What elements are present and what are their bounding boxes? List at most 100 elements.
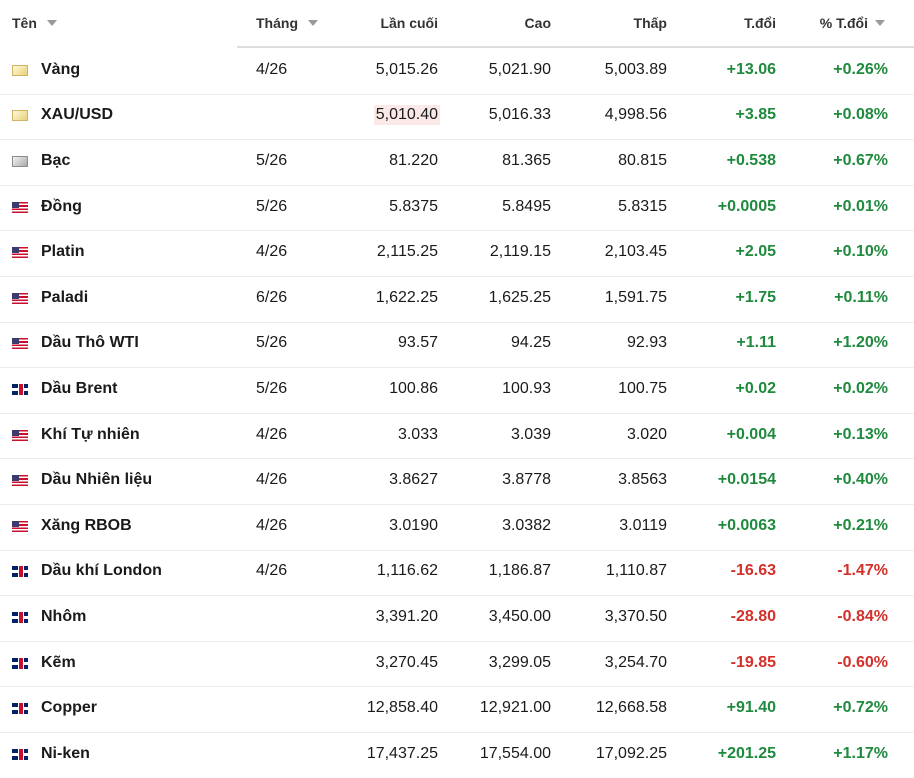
instrument-name[interactable]: Khí Tự nhiên xyxy=(41,425,140,443)
instrument-name[interactable]: Dầu Nhiên liệu xyxy=(41,471,153,489)
row-separator xyxy=(0,367,914,369)
cell-value: 4/26 xyxy=(256,562,288,580)
instrument-name[interactable]: Copper xyxy=(41,699,97,717)
cell-value: 17,437.25 xyxy=(366,744,438,762)
cell-value: +0.26% xyxy=(833,60,888,78)
flag-icon xyxy=(12,657,28,669)
cell-value: +13.06 xyxy=(726,60,776,78)
cell-value: 3.8627 xyxy=(389,471,438,489)
cell-value: 1,591.75 xyxy=(604,288,667,306)
cell-value: 5,016.33 xyxy=(488,106,551,124)
instrument-name[interactable]: Dầu Thô WTI xyxy=(41,334,139,352)
instrument-name[interactable]: Đồng xyxy=(41,197,82,215)
cell-value: -0.84% xyxy=(837,608,888,625)
cell-value: 5,021.90 xyxy=(488,60,551,78)
cell-value: 4/26 xyxy=(256,60,288,78)
cell-value: +0.004 xyxy=(726,425,776,443)
flag-icon xyxy=(12,429,28,441)
row-separator xyxy=(0,276,914,277)
sort-arrow[interactable] xyxy=(308,20,318,26)
column-header[interactable]: Tháng xyxy=(256,15,298,31)
cell-value: 1,186.87 xyxy=(488,562,551,580)
flag-icon xyxy=(12,566,28,578)
cell-value: 94.25 xyxy=(510,334,551,352)
cell-value: 3.0119 xyxy=(619,516,667,534)
cell-value: 3,299.05 xyxy=(488,653,551,671)
cell-value: 6/26 xyxy=(256,288,288,306)
flag-icon xyxy=(12,110,28,122)
cell-value: 4/26 xyxy=(256,425,288,443)
cell-value: 1,116.62 xyxy=(376,562,438,580)
cell-value: 93.57 xyxy=(397,334,438,352)
row-separator xyxy=(0,549,914,551)
cell-value: 1,625.25 xyxy=(488,288,551,306)
sort-arrow[interactable] xyxy=(875,20,885,26)
column-header[interactable]: Thấp xyxy=(633,15,667,31)
cell-value: 17,092.25 xyxy=(595,744,667,762)
cell-value: +0.0063 xyxy=(717,516,776,534)
cell-value: 3.020 xyxy=(626,425,667,443)
column-header[interactable]: Cao xyxy=(524,15,551,31)
instrument-name[interactable]: Vàng xyxy=(41,60,81,78)
instrument-name[interactable]: Paladi xyxy=(41,288,89,306)
column-header[interactable]: % T.đổi xyxy=(819,15,868,31)
column-header[interactable]: Lần cuối xyxy=(380,15,438,31)
cell-value: 5,010.40 xyxy=(373,105,440,126)
cell-value: 3.0190 xyxy=(389,516,438,534)
cell-value: 100.93 xyxy=(502,380,551,397)
cell-value: 3,391.20 xyxy=(375,608,438,625)
cell-value: +0.72% xyxy=(833,699,888,717)
column-header[interactable]: T.đổi xyxy=(744,15,776,31)
cell-value: 5/26 xyxy=(256,152,288,169)
flag-icon xyxy=(12,292,28,304)
cell-value: 3.8563 xyxy=(618,471,667,489)
cell-value: 2,103.45 xyxy=(604,243,667,261)
instrument-name[interactable]: Ni-ken xyxy=(41,744,90,762)
row-separator xyxy=(0,458,914,460)
cell-value: 100.75 xyxy=(618,380,667,397)
row-separator xyxy=(0,640,914,642)
flag-icon xyxy=(12,201,28,213)
cell-value: 5,015.26 xyxy=(375,60,438,78)
cell-value: +0.13% xyxy=(833,425,888,443)
cell-value: +0.21% xyxy=(833,516,888,534)
sort-arrow[interactable] xyxy=(47,20,57,26)
cell-value: +0.11% xyxy=(834,288,888,306)
instrument-name[interactable]: Dầu khí London xyxy=(41,562,162,580)
cell-value: +0.538 xyxy=(726,152,776,169)
cell-value: +3.85 xyxy=(735,106,776,124)
cell-value: 3.033 xyxy=(397,425,438,443)
cell-value: +0.02 xyxy=(735,380,776,397)
cell-value: 5.8495 xyxy=(502,197,551,215)
cell-value: +0.0154 xyxy=(717,471,776,489)
flag-icon xyxy=(12,748,28,760)
cell-value: 5.8375 xyxy=(389,197,438,215)
cell-value: 3.039 xyxy=(510,425,551,443)
instrument-name[interactable]: Platin xyxy=(41,243,85,261)
cell-value: 5/26 xyxy=(256,197,288,215)
instrument-name[interactable]: Xăng RBOB xyxy=(41,516,132,534)
cell-value: +201.25 xyxy=(717,744,776,762)
cell-value: 5.8315 xyxy=(618,197,667,215)
instrument-name[interactable]: XAU/USD xyxy=(41,106,114,124)
cell-value: 12,668.58 xyxy=(595,699,667,717)
row-separator xyxy=(0,412,914,414)
row-separator xyxy=(0,732,914,733)
cell-value: 1,110.87 xyxy=(605,562,667,580)
cell-value: 3.8778 xyxy=(502,471,551,489)
instrument-name[interactable]: Bạc xyxy=(41,152,71,169)
cell-value: 5/26 xyxy=(256,334,288,352)
cell-value: 4/26 xyxy=(256,516,288,534)
instrument-name[interactable]: Dầu Brent xyxy=(41,380,118,397)
cell-value: 5/26 xyxy=(256,380,288,397)
flag-icon xyxy=(12,612,28,623)
cell-value: 12,858.40 xyxy=(366,699,438,717)
instrument-name[interactable]: Kẽm xyxy=(41,653,76,671)
column-header[interactable]: Tên xyxy=(12,15,37,31)
cell-value: +1.20% xyxy=(833,334,888,352)
cell-value: +1.11 xyxy=(736,334,776,352)
row-separator xyxy=(0,93,914,95)
instrument-name[interactable]: Nhôm xyxy=(41,608,87,625)
row-separator xyxy=(0,686,914,688)
